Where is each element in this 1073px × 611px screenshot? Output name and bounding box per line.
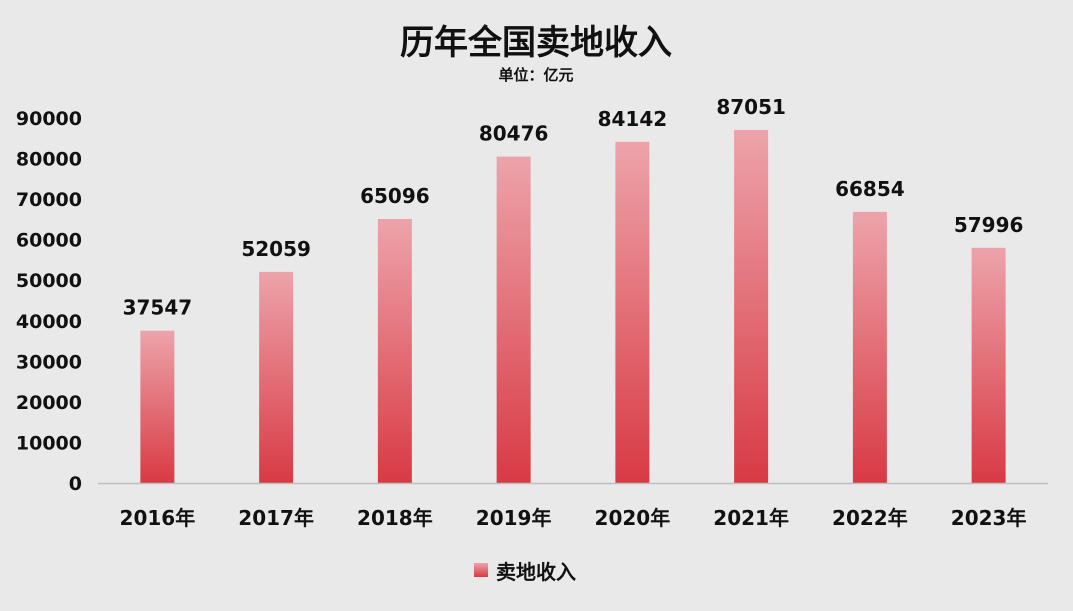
y-tick-label: 40000 xyxy=(16,311,82,333)
x-tick-label: 2022年 xyxy=(832,506,908,530)
x-tick-label: 2019年 xyxy=(476,506,552,530)
x-tick-label: 2021年 xyxy=(713,506,789,530)
legend: 卖地收入 xyxy=(474,560,576,584)
data-label: 80476 xyxy=(479,122,549,146)
x-tick-label: 2018年 xyxy=(357,506,433,530)
chart-title: 历年全国卖地收入 xyxy=(400,23,672,63)
x-tick-label: 2023年 xyxy=(951,506,1027,530)
bar xyxy=(496,156,531,483)
bar xyxy=(615,141,650,483)
bar xyxy=(734,129,769,483)
bar xyxy=(852,211,887,484)
data-label: 37547 xyxy=(123,296,193,320)
data-label: 57996 xyxy=(954,213,1024,237)
x-tick-label: 2016年 xyxy=(120,506,196,530)
data-label: 84142 xyxy=(598,107,668,131)
bars-group xyxy=(140,129,1006,484)
y-axis: 0 10000 20000 30000 40000 50000 60000 70000 8000… xyxy=(16,108,82,495)
x-axis: 2016年 2017年 2018年 2019年 2020年 2021年 2022年 2023年 xyxy=(120,506,1027,530)
y-tick-label: 0 xyxy=(69,473,82,495)
y-tick-label: 30000 xyxy=(16,351,82,373)
bar xyxy=(140,330,175,483)
data-label: 66854 xyxy=(835,177,905,201)
data-label: 87051 xyxy=(716,95,786,119)
y-tick-label: 80000 xyxy=(16,149,82,171)
bar xyxy=(259,271,294,483)
y-tick-label: 20000 xyxy=(16,392,82,414)
chart-subtitle: 单位：亿元 xyxy=(498,66,573,84)
x-tick-label: 2020年 xyxy=(595,506,671,530)
y-tick-label: 10000 xyxy=(16,432,82,454)
x-tick-label: 2017年 xyxy=(238,506,314,530)
bar xyxy=(971,247,1006,483)
y-tick-label: 50000 xyxy=(16,270,82,292)
legend-swatch xyxy=(474,563,488,577)
data-labels: 37547 52059 65096 80476 84142 87051 66854 57996 xyxy=(123,95,1024,320)
data-label: 52059 xyxy=(241,237,311,261)
legend-label: 卖地收入 xyxy=(496,560,576,584)
y-tick-label: 70000 xyxy=(16,189,82,211)
data-label: 65096 xyxy=(360,184,430,208)
y-tick-label: 60000 xyxy=(16,230,82,252)
y-tick-label: 90000 xyxy=(16,108,82,130)
bar xyxy=(377,218,412,483)
